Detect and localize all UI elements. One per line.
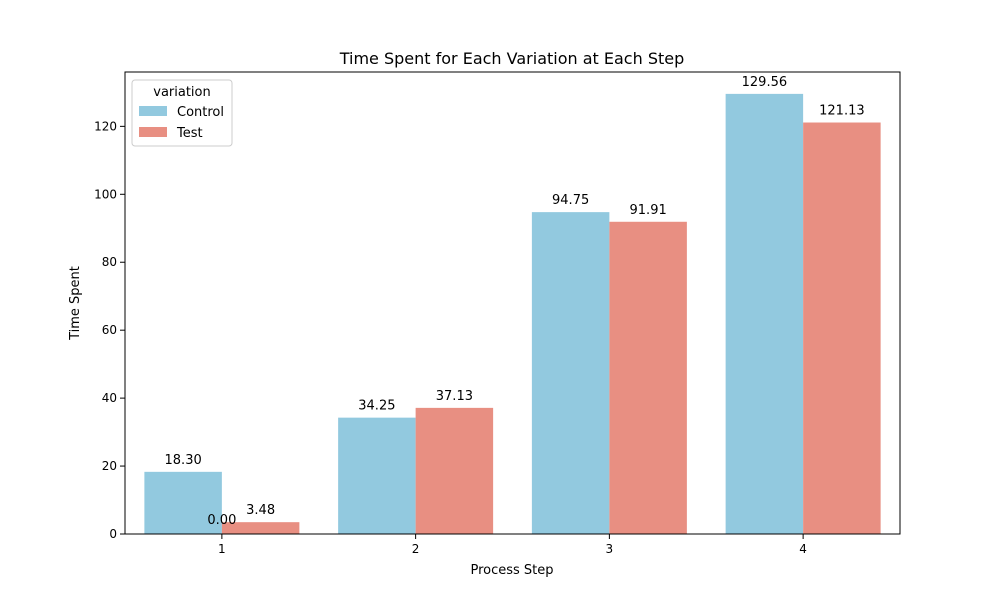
data-label-control-1: 18.30 [165, 453, 202, 468]
y-axis: 0 20 40 60 80 100 120 [94, 119, 125, 541]
bar-control-4 [725, 93, 804, 534]
y-tick-label-80: 80 [102, 255, 117, 269]
legend-label-test: Test [176, 126, 203, 141]
bar-test-3 [609, 221, 687, 535]
data-label-control-4: 129.56 [742, 75, 788, 90]
x-tick-label-2: 2 [412, 542, 420, 556]
bar-control-3 [531, 212, 610, 535]
chart-title: Time Spent for Each Variation at Each St… [339, 49, 685, 68]
legend: variation Control Test [131, 79, 233, 147]
y-tick-label-40: 40 [102, 391, 117, 405]
y-tick-label-100: 100 [94, 187, 117, 201]
bars-group [144, 93, 881, 535]
bar-test-1 [221, 522, 300, 534]
y-axis-label: Time Spent [68, 266, 83, 341]
data-label-test-2: 37.13 [436, 389, 473, 404]
bar-control-1 [144, 471, 222, 534]
data-label-extra-0: 0.00 [207, 513, 236, 528]
legend-swatch-control [139, 106, 167, 116]
x-axis-label: Process Step [470, 563, 553, 578]
x-tick-label-1: 1 [218, 542, 226, 556]
legend-label-control: Control [177, 105, 224, 120]
data-label-control-3: 94.75 [552, 193, 589, 208]
bar-control-2 [338, 417, 416, 534]
y-tick-label-60: 60 [102, 323, 117, 337]
data-label-test-1: 3.48 [246, 503, 275, 518]
plot-frame [124, 71, 901, 535]
y-tick-label-120: 120 [94, 119, 117, 133]
y-tick-label-20: 20 [102, 459, 117, 473]
bar-test-2 [415, 407, 494, 534]
data-label-control-2: 34.25 [358, 399, 395, 414]
y-tick-label-0: 0 [109, 527, 117, 541]
x-tick-label-4: 4 [799, 542, 807, 556]
legend-title: variation [153, 85, 210, 100]
legend-swatch-test [139, 127, 167, 137]
bar-test-4 [803, 122, 881, 534]
x-tick-label-3: 3 [606, 542, 614, 556]
x-axis: 1 2 3 4 [218, 534, 807, 556]
data-label-test-3: 91.91 [630, 203, 667, 218]
data-labels-group: 18.30 34.25 94.75 129.56 3.48 37.13 91.91 121.1… [165, 75, 865, 528]
data-label-test-4: 121.13 [819, 104, 865, 119]
